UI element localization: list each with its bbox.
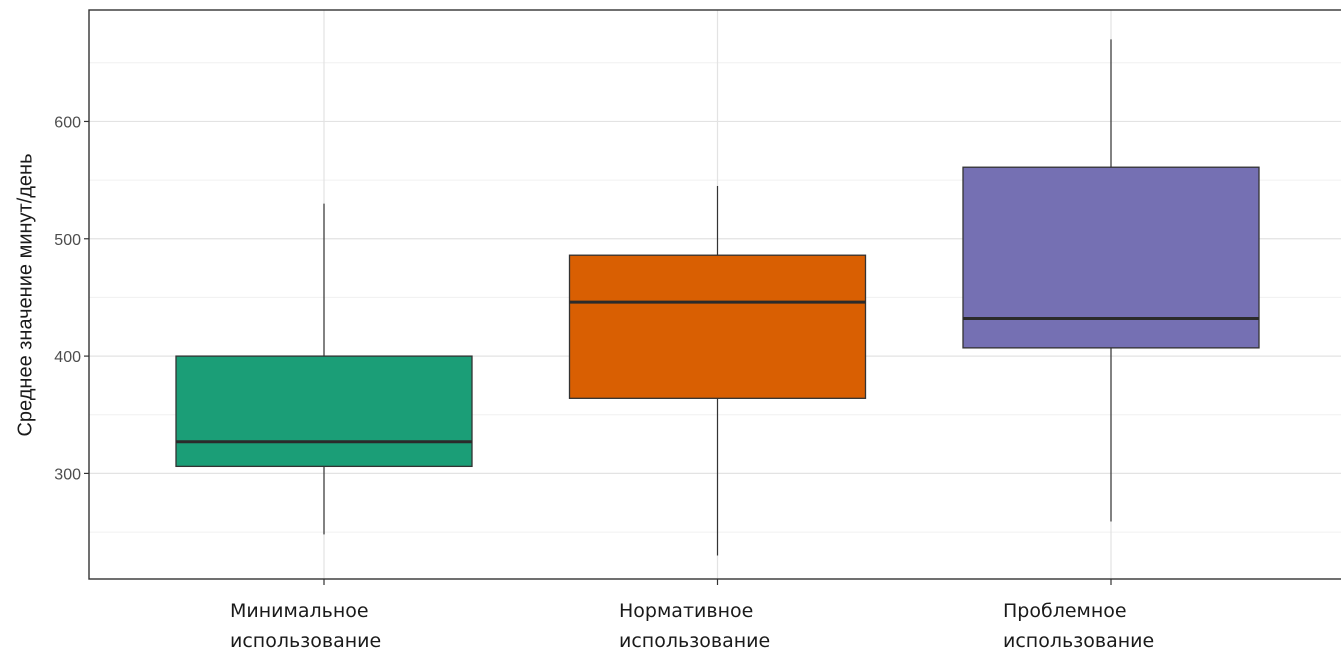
box-iqr — [568, 254, 867, 399]
x-category-label-line1: Проблемное — [1003, 600, 1127, 622]
box-iqr — [175, 355, 473, 468]
y-axis-title: Среднее значение минут/день — [14, 153, 37, 437]
x-category-label-normative: Нормативное использование — [619, 596, 859, 656]
x-category-label-problematic: Проблемное использование — [1003, 596, 1243, 656]
axis-layer: 300 400 500 600 — [54, 9, 1341, 585]
y-tick-label: 500 — [54, 232, 81, 249]
x-category-label-minimal: Минимальное использование — [230, 596, 470, 656]
box-layer — [175, 39, 1260, 556]
y-tick-label: 300 — [54, 466, 81, 483]
x-category-label-line2: использование — [619, 630, 771, 652]
panel-border — [88, 9, 1341, 580]
x-category-label-line2: использование — [1003, 630, 1155, 652]
x-category-label-line1: Минимальное — [230, 600, 369, 622]
x-category-label-line1: Нормативное — [619, 600, 754, 622]
y-tick-label: 600 — [54, 114, 81, 131]
x-category-label-line2: использование — [230, 630, 382, 652]
y-tick-label: 400 — [54, 349, 81, 366]
box-iqr — [962, 166, 1260, 349]
